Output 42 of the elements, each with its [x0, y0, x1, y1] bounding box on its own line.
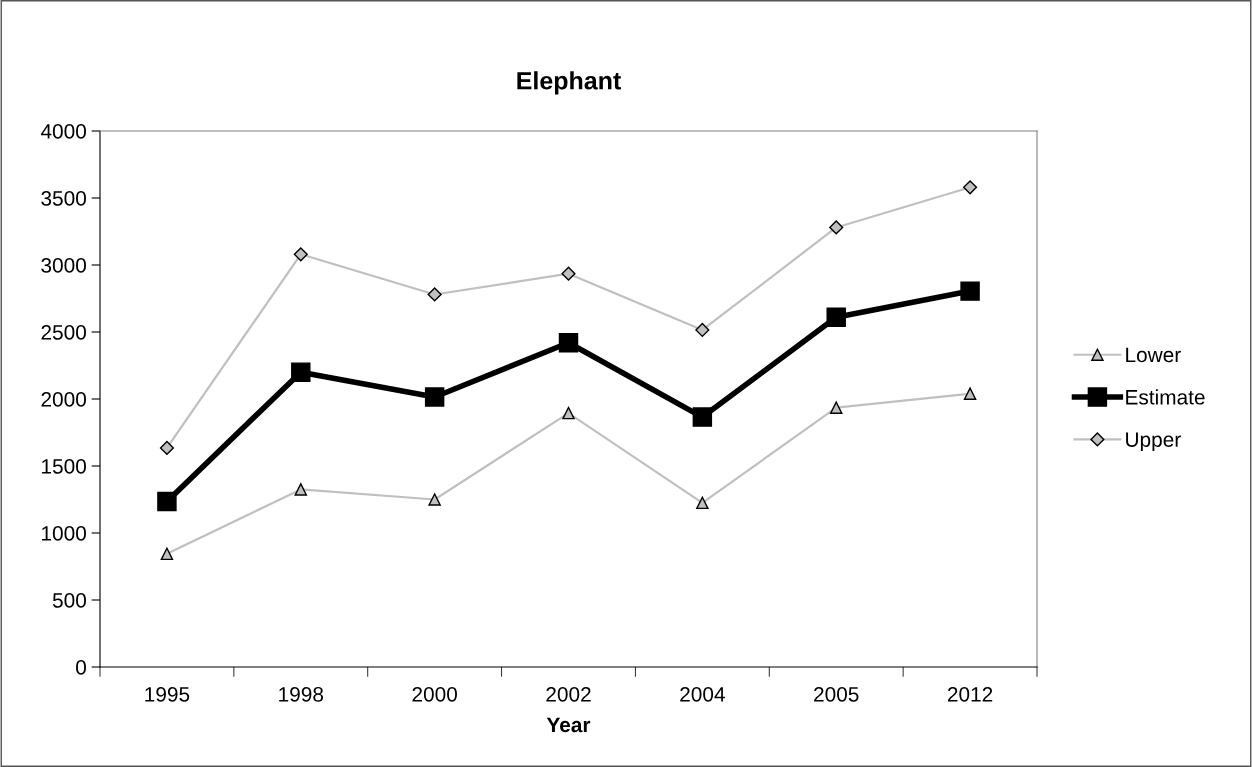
x-tick-label: 2005: [814, 686, 859, 702]
x-tick-label: 1998: [279, 686, 324, 702]
point: [962, 180, 978, 195]
point: [829, 220, 844, 235]
x-tick-label: 2000: [412, 686, 457, 702]
point: [424, 387, 445, 407]
x-tick-label: 1995: [145, 686, 190, 702]
legend-label: Lower: [1126, 347, 1181, 363]
point: [695, 322, 710, 338]
y-tick-label: 1500: [42, 459, 86, 474]
legend-label: Estimate: [1126, 389, 1205, 405]
point: [558, 332, 579, 353]
point: [160, 547, 174, 561]
y-tick-label: 500: [52, 593, 86, 608]
point: [159, 440, 175, 455]
x-tick-label: 2004: [680, 686, 725, 702]
y-tick-label: 4000: [40, 124, 86, 139]
point: [696, 496, 709, 510]
point: [960, 281, 980, 301]
y-tick-label: 2500: [41, 325, 86, 340]
point: [562, 406, 575, 420]
point: [157, 491, 177, 512]
point: [829, 401, 843, 414]
point: [291, 362, 311, 382]
y-tick-label: 3000: [41, 258, 86, 273]
point: [692, 407, 713, 427]
point: [294, 483, 308, 496]
point: [963, 387, 977, 400]
point: [293, 247, 308, 262]
point: [427, 287, 442, 302]
legend-label: Upper: [1126, 432, 1181, 452]
y-tick-label: 1000: [42, 526, 86, 541]
x-tick-label: 2002: [546, 686, 591, 702]
point: [561, 266, 576, 281]
y-tick-label: 3500: [41, 191, 86, 206]
y-tick-label: 2000: [41, 392, 86, 407]
point: [826, 307, 846, 327]
point: [428, 493, 441, 506]
x-axis-title: Year: [546, 717, 591, 733]
chart-title: Elephant: [517, 71, 621, 95]
x-tick-label: 2012: [947, 686, 993, 702]
y-tick-label: 0: [76, 660, 86, 675]
